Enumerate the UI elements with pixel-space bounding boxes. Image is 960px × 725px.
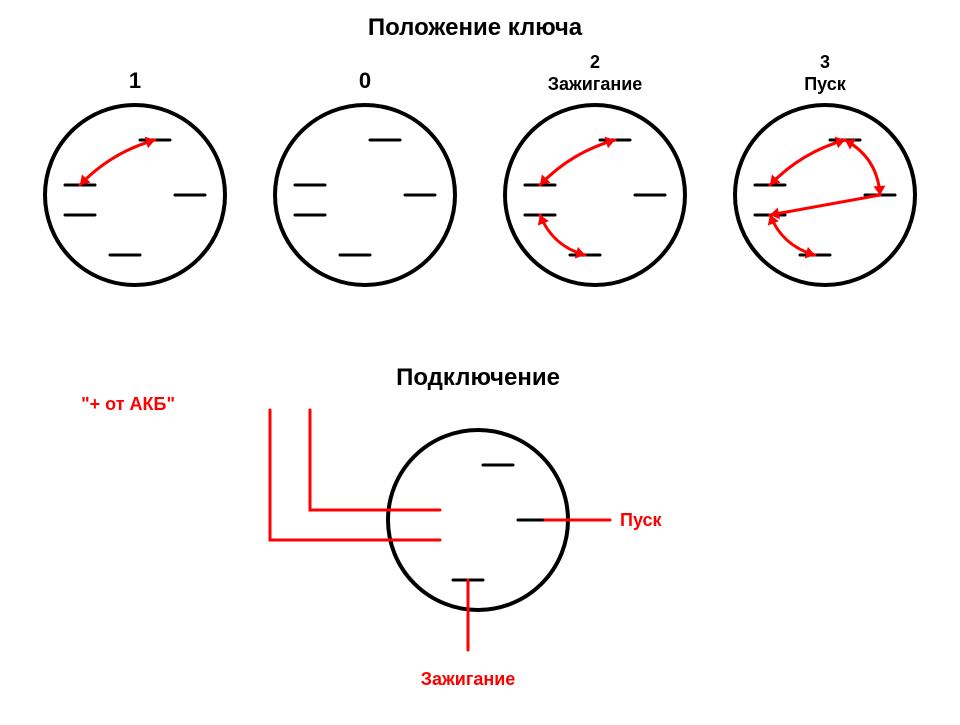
- connection-arrow: [80, 137, 155, 185]
- connection-arrow: [538, 215, 585, 258]
- connection-arrow: [770, 137, 845, 185]
- position-label-2: 2: [590, 52, 600, 72]
- switch-pos-0: [45, 105, 225, 285]
- wire-label-1: Пуск: [620, 510, 663, 530]
- position-label-3: Зажигание: [548, 74, 643, 94]
- diagram-canvas: Положение ключаПодключение102Зажигание3П…: [0, 0, 960, 725]
- position-label-1: 0: [359, 68, 371, 93]
- position-label-0: 1: [129, 68, 141, 93]
- switch-pos-1: [275, 105, 455, 285]
- connection-arrow: [845, 139, 885, 195]
- wire-0: [310, 410, 440, 510]
- connection-arrow: [540, 137, 615, 185]
- switch-pos-2: [505, 105, 685, 285]
- wire-label-0: "+ от АКБ": [81, 394, 175, 414]
- wire-1: [270, 410, 440, 540]
- switch-connection: [388, 430, 568, 610]
- position-label-5: Пуск: [804, 74, 847, 94]
- title-key-positions: Положение ключа: [368, 14, 583, 41]
- switch-pos-3: [735, 105, 915, 285]
- wire-label-2: Зажигание: [421, 669, 516, 689]
- connection-arrow: [770, 195, 880, 219]
- position-label-4: 3: [820, 52, 830, 72]
- connection-arrow: [768, 215, 815, 258]
- title-connection: Подключение: [396, 364, 560, 391]
